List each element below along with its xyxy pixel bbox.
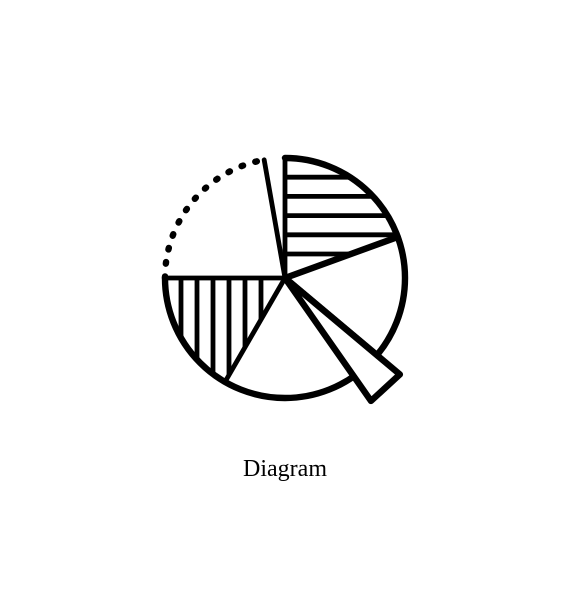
divider-right-upper (285, 236, 398, 277)
pie-diagram-icon (125, 118, 445, 438)
divider-top-left (264, 159, 285, 277)
divider-bottom-left (225, 278, 285, 382)
pie-chart-svg (125, 118, 445, 438)
diagram-label: Diagram (243, 456, 327, 483)
outer-arc-dotted (165, 159, 264, 277)
